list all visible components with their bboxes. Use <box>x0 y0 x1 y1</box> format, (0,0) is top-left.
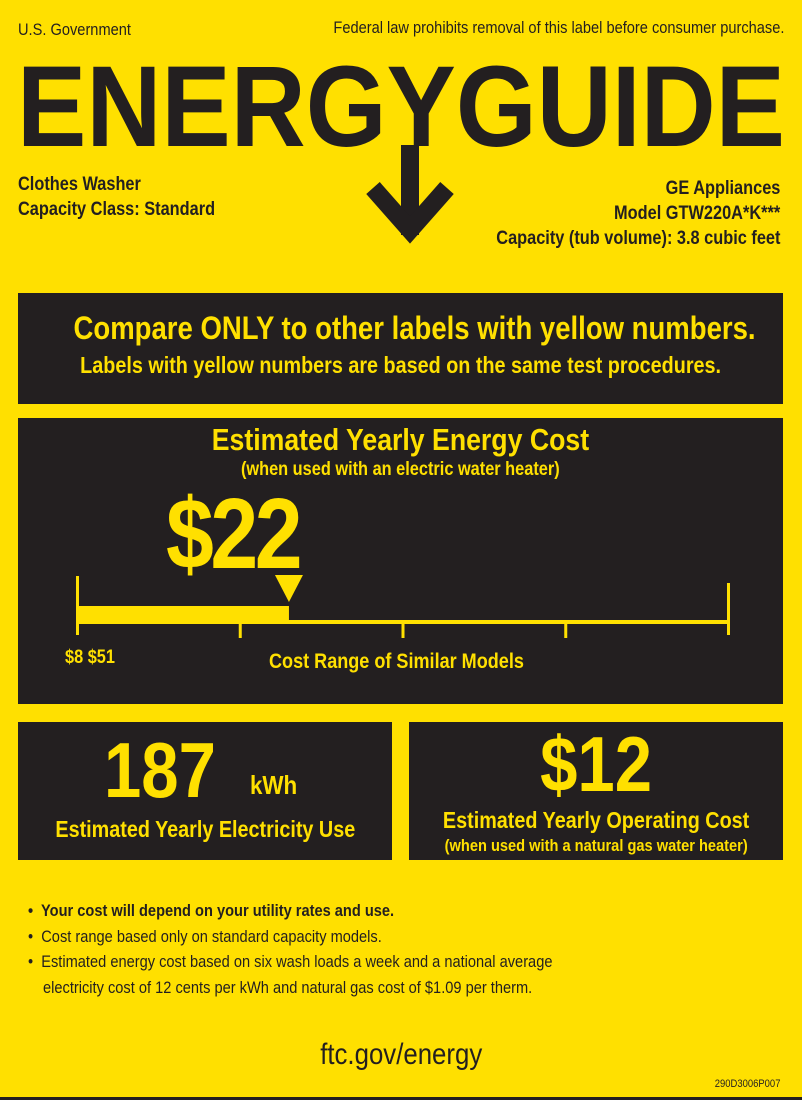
note-item: • Estimated energy cost based on six was… <box>28 952 553 971</box>
marker-triangle-icon <box>274 575 303 602</box>
notes-list: • Your cost will depend on your utility … <box>28 898 638 1000</box>
energyguide-logo: ENERGYGUIDE <box>17 43 785 244</box>
label-code: 290D3006P007 <box>714 1078 780 1090</box>
note-item: • Your cost will depend on your utility … <box>28 901 395 920</box>
scale-end-tick <box>76 576 79 635</box>
electricity-value: 187 <box>104 726 216 814</box>
cost-range-caption: Cost Range of Similar Models <box>269 650 524 673</box>
compare-headline: Compare ONLY to other labels with yellow… <box>73 310 756 346</box>
manufacturer: GE Appliances <box>665 178 780 199</box>
scale-tick <box>564 620 568 638</box>
product-type: Clothes Washer <box>18 174 141 195</box>
electricity-use-panel: 187 kWh Estimated Yearly Electricity Use <box>18 722 392 860</box>
note-item: • Cost range based only on standard capa… <box>28 926 382 946</box>
yearly-cost-value: $22 <box>166 478 303 590</box>
capacity: Capacity (tub volume): 3.8 cubic feet <box>495 228 780 249</box>
operating-cost-label: Estimated Yearly Operating Cost <box>442 807 750 833</box>
model-number: Model GTW220A*K*** <box>613 203 780 224</box>
scale-fill-bar <box>77 606 289 624</box>
scale-tick <box>401 620 405 638</box>
ftc-url[interactable]: ftc.gov/energy <box>319 1038 483 1071</box>
yearly-cost-subtitle: (when used with an electric water heater… <box>241 459 560 480</box>
scale-end-tick <box>727 583 730 635</box>
operating-cost-sublabel: (when used with a natural gas water heat… <box>444 836 748 855</box>
product-info-left: Clothes Washer Capacity Class: Standard <box>18 172 247 222</box>
compare-panel: Compare ONLY to other labels with yellow… <box>18 293 783 404</box>
cost-range-endpoints: $8 $51 <box>65 647 115 668</box>
compare-subline: Labels with yellow numbers are based on … <box>80 352 721 378</box>
electricity-label: Estimated Yearly Electricity Use <box>55 816 355 842</box>
government-label: U.S. Government <box>18 20 131 39</box>
bottom-border <box>0 1097 802 1100</box>
operating-cost-value: $12 <box>540 720 652 808</box>
scale-tick <box>238 620 242 638</box>
yearly-cost-title: Estimated Yearly Energy Cost <box>211 422 590 457</box>
product-info-right: GE Appliances Model GTW220A*K*** Capacit… <box>450 176 780 251</box>
arrow-down-icon <box>366 145 454 244</box>
electricity-unit: kWh <box>250 770 298 800</box>
operating-cost-panel: $12 Estimated Yearly Operating Cost (whe… <box>409 722 783 860</box>
yearly-energy-cost-panel: Estimated Yearly Energy Cost (when used … <box>18 418 783 704</box>
removal-notice: Federal law prohibits removal of this la… <box>332 18 784 37</box>
capacity-class: Capacity Class: Standard <box>18 199 216 220</box>
note-item: electricity cost of 12 cents per kWh and… <box>43 977 533 997</box>
cost-range-scale <box>76 575 730 638</box>
